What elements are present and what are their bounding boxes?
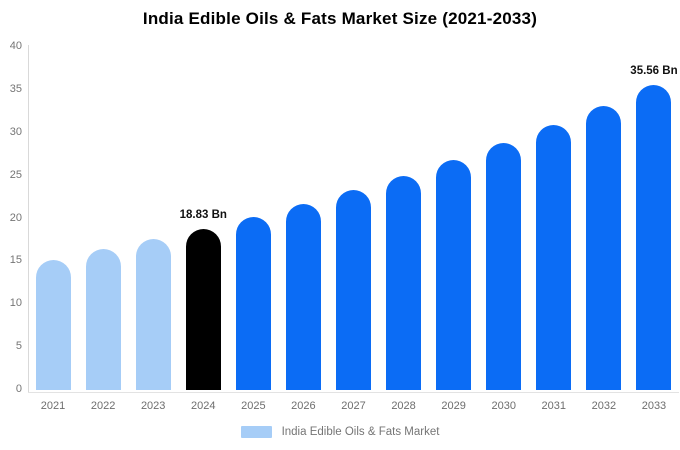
value-label-2024: 18.83 Bn <box>179 208 227 221</box>
x-tick-label-2032: 2032 <box>591 400 617 412</box>
bar-2030 <box>486 143 522 390</box>
x-tick-label-2028: 2028 <box>391 400 416 412</box>
y-tick-label-40: 40 <box>9 40 22 52</box>
legend: India Edible Oils & Fats Market <box>0 426 680 438</box>
bar-2028 <box>386 175 422 390</box>
y-tick-label-15: 15 <box>9 254 22 267</box>
x-tick-label-2023: 2023 <box>140 400 166 412</box>
y-tick-label-35: 35 <box>9 82 22 95</box>
x-tick-label-2027: 2027 <box>341 400 366 412</box>
x-tick-label-2031: 2031 <box>541 400 567 412</box>
x-tick-label-2029: 2029 <box>441 400 466 412</box>
bar-2023 <box>135 239 171 390</box>
y-tick-label-30: 30 <box>9 125 22 138</box>
x-tick-label-2024: 2024 <box>191 400 216 412</box>
bar-2024 <box>185 228 221 390</box>
value-label-2033: 35.56 Bn <box>630 65 678 78</box>
y-tick-label-0: 0 <box>15 383 22 395</box>
chart-title: India Edible Oils & Fats Market Size (20… <box>142 9 538 28</box>
x-tick-label-2026: 2026 <box>291 400 316 412</box>
bar-2025 <box>235 216 271 390</box>
legend-label: India Edible Oils & Fats Market <box>281 426 440 438</box>
x-tick-label-2022: 2022 <box>90 400 116 412</box>
bar-2031 <box>536 125 572 390</box>
bar-2033 <box>636 85 672 390</box>
x-tick-label-2033: 2033 <box>641 400 667 412</box>
x-tick-label-2021: 2021 <box>40 400 66 412</box>
y-tick-label-20: 20 <box>9 211 22 224</box>
x-tick-label-2030: 2030 <box>491 400 516 412</box>
bar-2032 <box>586 106 622 390</box>
bar-2029 <box>436 160 472 390</box>
y-tick-label-5: 5 <box>15 340 22 353</box>
y-tick-label-10: 10 <box>9 297 22 310</box>
legend-swatch <box>240 426 272 438</box>
y-tick-label-25: 25 <box>9 168 22 181</box>
bar-2027 <box>336 190 371 390</box>
x-axis-line <box>28 392 679 393</box>
bar-2026 <box>285 203 321 390</box>
y-axis-line <box>28 45 29 392</box>
bar-2021 <box>35 259 71 390</box>
bar-2022 <box>85 249 121 390</box>
x-tick-label-2025: 2025 <box>241 400 266 412</box>
